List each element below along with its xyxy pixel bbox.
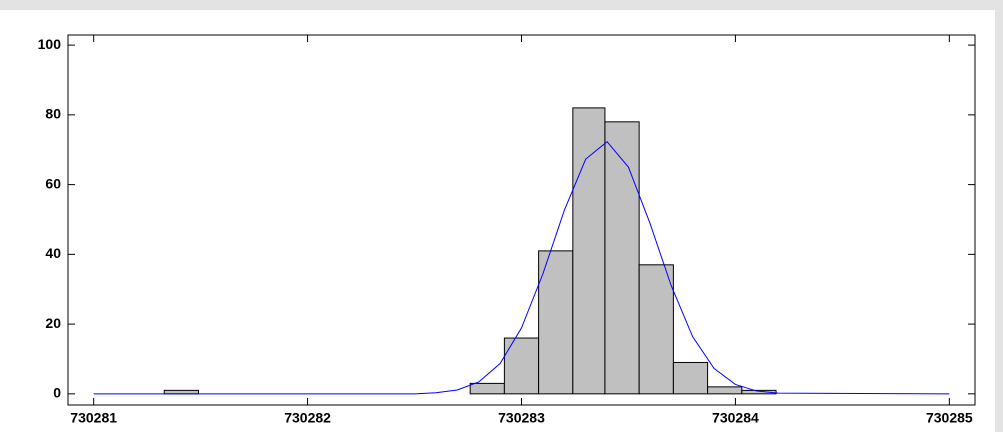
y-tick-label: 100	[38, 36, 62, 52]
y-tick-label: 20	[45, 315, 61, 331]
bar	[638, 264, 674, 395]
x-tick-label: 730284	[712, 410, 759, 426]
bar	[163, 389, 199, 395]
bar	[707, 386, 743, 395]
bar	[469, 382, 505, 395]
y-tick-label: 0	[53, 385, 61, 401]
x-tick-label: 730285	[926, 410, 973, 426]
bar	[503, 337, 540, 395]
y-tick-label: 80	[45, 106, 61, 122]
bar	[604, 121, 640, 395]
bar	[538, 250, 574, 395]
top-strip	[0, 0, 1003, 10]
x-tick-label: 730282	[284, 410, 331, 426]
x-tick-label: 730283	[498, 410, 545, 426]
y-tick-label: 60	[45, 175, 61, 191]
fit-curve	[93, 141, 950, 395]
bar	[572, 107, 606, 395]
y-tick-label: 40	[45, 245, 61, 261]
x-tick-label: 730281	[70, 410, 117, 426]
bar	[741, 389, 777, 395]
bar	[672, 361, 709, 395]
right-strip	[995, 0, 1003, 432]
